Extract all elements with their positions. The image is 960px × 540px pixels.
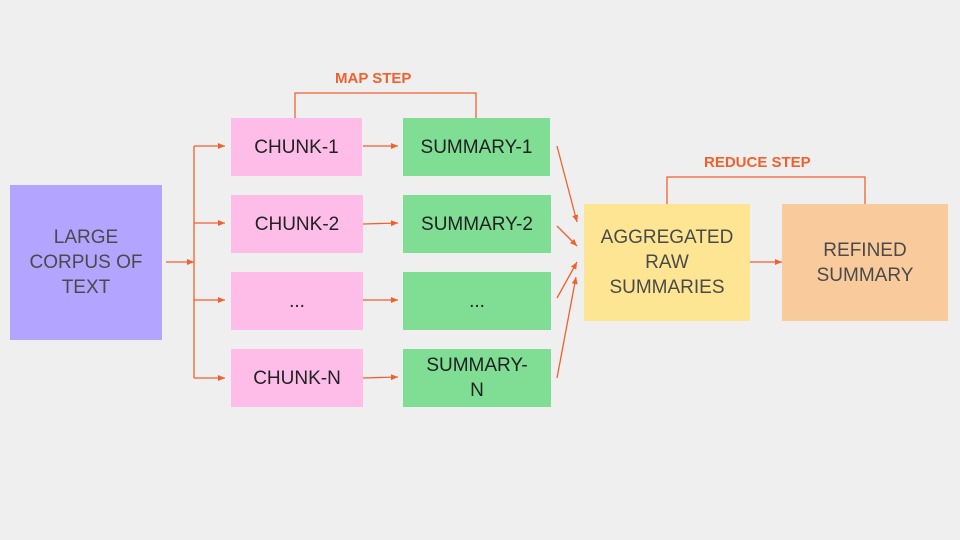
edge-summary-2-to-aggregated bbox=[556, 225, 578, 247]
summary-1-label: SUMMARY-1 bbox=[420, 136, 533, 158]
edge-chunk-n-to-summary-n bbox=[362, 374, 399, 381]
summary-2-node: SUMMARY-2 bbox=[403, 195, 551, 253]
summary-3-node: ... bbox=[403, 272, 551, 330]
chunk-n-node: CHUNK-N bbox=[231, 349, 363, 407]
chunk-n-label: CHUNK-N bbox=[253, 367, 341, 389]
summary-n-label: SUMMARY- N bbox=[426, 355, 528, 401]
summary-3-label: ... bbox=[469, 290, 485, 312]
chunk-2-node: CHUNK-2 bbox=[231, 195, 363, 253]
summary-1-node: SUMMARY-1 bbox=[403, 118, 550, 176]
chunk-2-label: CHUNK-2 bbox=[254, 213, 340, 235]
summary-2-label: SUMMARY-2 bbox=[421, 213, 533, 235]
refined-summary-label: REFINED SUMMARY bbox=[816, 239, 914, 286]
large-corpus-label: LARGE CORPUS OF TEXT bbox=[29, 227, 143, 298]
edge-summary-1-to-aggregated bbox=[556, 145, 579, 223]
summary-n-node: SUMMARY- N bbox=[403, 349, 551, 407]
edge-chunk-2-to-summary-2 bbox=[362, 220, 399, 227]
chunk-1-node: CHUNK-1 bbox=[231, 118, 362, 176]
map-step-bracket bbox=[294, 92, 477, 118]
refined-summary-node: REFINED SUMMARY bbox=[782, 204, 948, 321]
chunk-3-label: ... bbox=[289, 290, 305, 312]
edge-summary-n-to-aggregated bbox=[556, 276, 578, 379]
reduce-step-bracket bbox=[666, 176, 866, 204]
aggregated-raw-summaries-node: AGGREGATED RAW SUMMARIES bbox=[584, 204, 750, 321]
edge-summary-3-to-aggregated bbox=[556, 261, 578, 299]
chunk-3-node: ... bbox=[231, 272, 363, 330]
reduce-step-label: REDUCE STEP bbox=[704, 154, 811, 171]
aggregated-raw-summaries-label: AGGREGATED RAW SUMMARIES bbox=[600, 227, 734, 298]
map-step-label: MAP STEP bbox=[335, 70, 412, 87]
chunk-1-label: CHUNK-1 bbox=[254, 136, 339, 158]
large-corpus-node: LARGE CORPUS OF TEXT bbox=[10, 185, 162, 340]
